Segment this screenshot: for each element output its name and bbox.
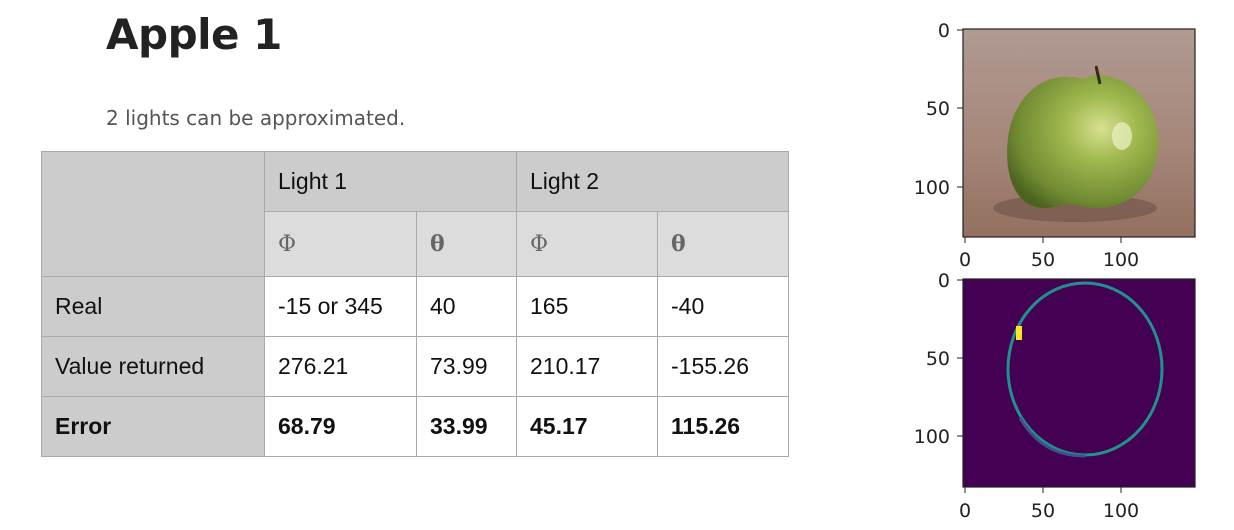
photo-ytick-0: 0 <box>938 20 950 42</box>
edge-mask-plot: 0 50 100 0 50 100 <box>914 270 1196 522</box>
mask-ring-lower <box>1018 417 1086 458</box>
cell-real-light2-theta: -40 <box>657 276 789 337</box>
photo-ytick-50: 50 <box>926 98 950 120</box>
light2-phi-header: Φ <box>516 211 658 277</box>
table-row: Real -15 or 345 40 165 -40 <box>41 276 789 337</box>
row-label-error: Error <box>41 396 265 457</box>
mask-ytick-0: 0 <box>938 270 950 292</box>
row-label-value-returned: Value returned <box>41 336 265 397</box>
page-title: Apple 1 <box>106 10 282 59</box>
mask-ytick-50: 50 <box>926 348 950 370</box>
photo-ytick-100: 100 <box>914 177 950 199</box>
mask-xtick-50: 50 <box>1031 500 1055 522</box>
mask-frame <box>962 278 1196 488</box>
cell-returned-light1-theta: 73.99 <box>416 336 517 397</box>
apple-stem <box>1094 65 1102 85</box>
table-row: Error 68.79 33.99 45.17 115.26 <box>41 396 789 457</box>
photo-xtick-50: 50 <box>1031 249 1055 271</box>
photo-frame <box>962 28 1196 238</box>
apple-photo-plot: 0 50 100 0 50 100 <box>914 20 1196 271</box>
table-corner-cell <box>41 151 265 277</box>
mask-ytick-100: 100 <box>914 426 950 448</box>
light1-theta-header: θ <box>416 211 517 277</box>
cell-real-light1-phi: -15 or 345 <box>264 276 417 337</box>
cell-error-light2-theta: 115.26 <box>657 396 789 457</box>
mask-highlight <box>1016 326 1022 340</box>
photo-xtick-0: 0 <box>959 249 971 271</box>
lights-table: Light 1 Light 2 Φ θ Φ θ Real -15 or 345 … <box>41 151 789 457</box>
cell-real-light2-phi: 165 <box>516 276 658 337</box>
row-label-real: Real <box>41 276 265 337</box>
cell-returned-light1-phi: 276.21 <box>264 336 417 397</box>
mask-xtick-100: 100 <box>1103 500 1139 522</box>
cell-real-light1-theta: 40 <box>416 276 517 337</box>
cell-error-light2-phi: 45.17 <box>516 396 658 457</box>
cell-returned-light2-theta: -155.26 <box>657 336 789 397</box>
cell-error-light1-phi: 68.79 <box>264 396 417 457</box>
cell-error-light1-theta: 33.99 <box>416 396 517 457</box>
light2-theta-header: θ <box>657 211 789 277</box>
apple-highlight <box>1112 122 1132 150</box>
apple-image <box>1007 75 1159 209</box>
mask-xtick-0: 0 <box>959 500 971 522</box>
table-row: Value returned 276.21 73.99 210.17 -155.… <box>41 336 789 397</box>
photo-xtick-100: 100 <box>1103 249 1139 271</box>
light1-phi-header: Φ <box>264 211 417 277</box>
cell-returned-light2-phi: 210.17 <box>516 336 658 397</box>
light1-header: Light 1 <box>264 151 517 212</box>
light2-header: Light 2 <box>516 151 789 212</box>
page-subtitle: 2 lights can be approximated. <box>106 106 406 130</box>
mask-background <box>963 279 1195 487</box>
